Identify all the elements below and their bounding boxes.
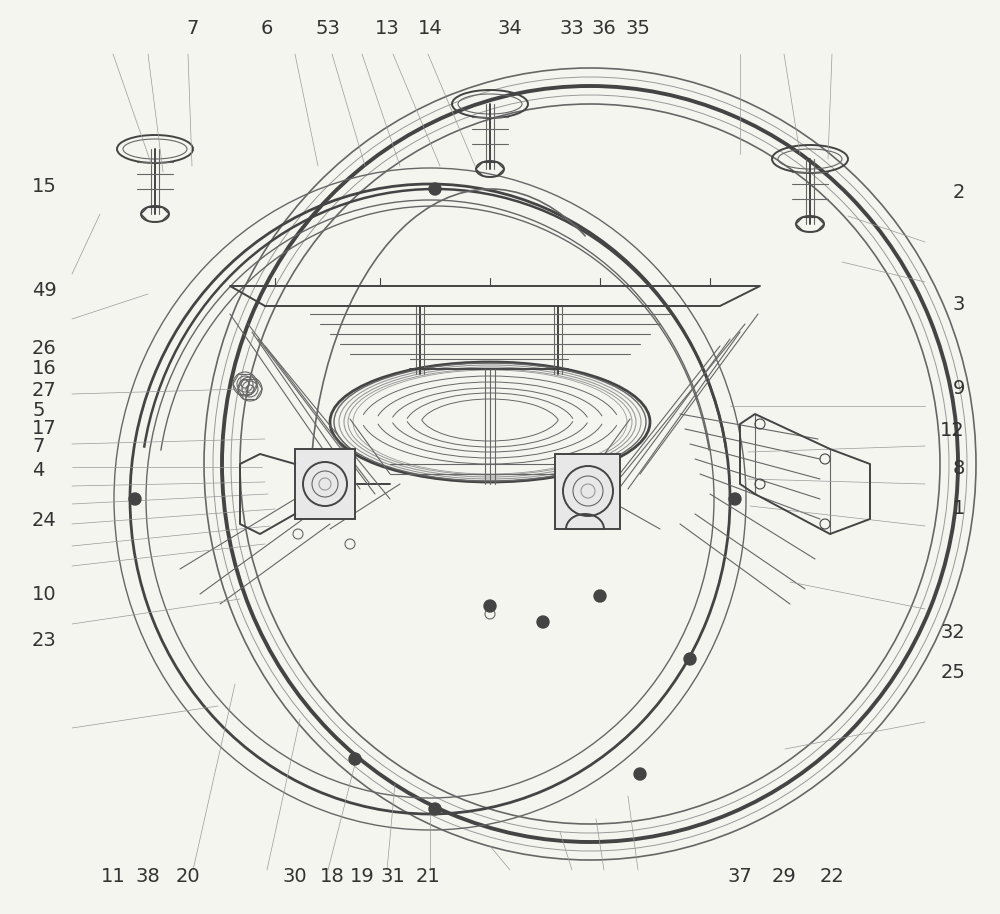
FancyBboxPatch shape — [295, 449, 355, 519]
Text: 33: 33 — [560, 18, 584, 37]
Text: 27: 27 — [32, 380, 57, 399]
Text: 24: 24 — [32, 511, 57, 529]
Text: 12: 12 — [940, 420, 965, 440]
Circle shape — [594, 590, 606, 602]
Text: 34: 34 — [498, 18, 522, 37]
Circle shape — [129, 493, 141, 505]
Text: 38: 38 — [136, 866, 160, 886]
Text: 13: 13 — [375, 18, 399, 37]
Text: 26: 26 — [32, 338, 57, 357]
FancyBboxPatch shape — [555, 454, 620, 529]
Text: 8: 8 — [953, 459, 965, 477]
Text: 18: 18 — [320, 866, 344, 886]
Text: 9: 9 — [953, 378, 965, 398]
Circle shape — [429, 183, 441, 195]
Text: 49: 49 — [32, 281, 57, 300]
Text: 35: 35 — [626, 18, 650, 37]
Text: 16: 16 — [32, 358, 57, 377]
Circle shape — [729, 493, 741, 505]
Text: 19: 19 — [350, 866, 374, 886]
Text: 20: 20 — [176, 866, 200, 886]
Text: 32: 32 — [940, 622, 965, 642]
Text: 7: 7 — [32, 438, 44, 456]
Text: 11: 11 — [101, 866, 125, 886]
Text: 10: 10 — [32, 586, 57, 604]
Text: 5: 5 — [32, 400, 44, 420]
Circle shape — [484, 600, 496, 612]
Text: 23: 23 — [32, 631, 57, 650]
Text: 22: 22 — [820, 866, 844, 886]
Text: 2: 2 — [953, 183, 965, 201]
Text: 30: 30 — [283, 866, 307, 886]
Circle shape — [634, 768, 646, 780]
Text: 17: 17 — [32, 419, 57, 438]
Text: 3: 3 — [953, 295, 965, 314]
Text: 25: 25 — [940, 663, 965, 682]
Text: 53: 53 — [316, 18, 340, 37]
Circle shape — [429, 803, 441, 815]
Text: 37: 37 — [728, 866, 752, 886]
Text: 31: 31 — [381, 866, 405, 886]
Text: 6: 6 — [261, 18, 273, 37]
Circle shape — [684, 653, 696, 665]
Text: 15: 15 — [32, 176, 57, 196]
Text: 29: 29 — [772, 866, 796, 886]
Text: 4: 4 — [32, 461, 44, 480]
Text: 14: 14 — [418, 18, 442, 37]
Text: 1: 1 — [953, 498, 965, 517]
Circle shape — [349, 753, 361, 765]
Text: 21: 21 — [416, 866, 440, 886]
Circle shape — [537, 616, 549, 628]
Text: 7: 7 — [187, 18, 199, 37]
Text: 36: 36 — [592, 18, 616, 37]
